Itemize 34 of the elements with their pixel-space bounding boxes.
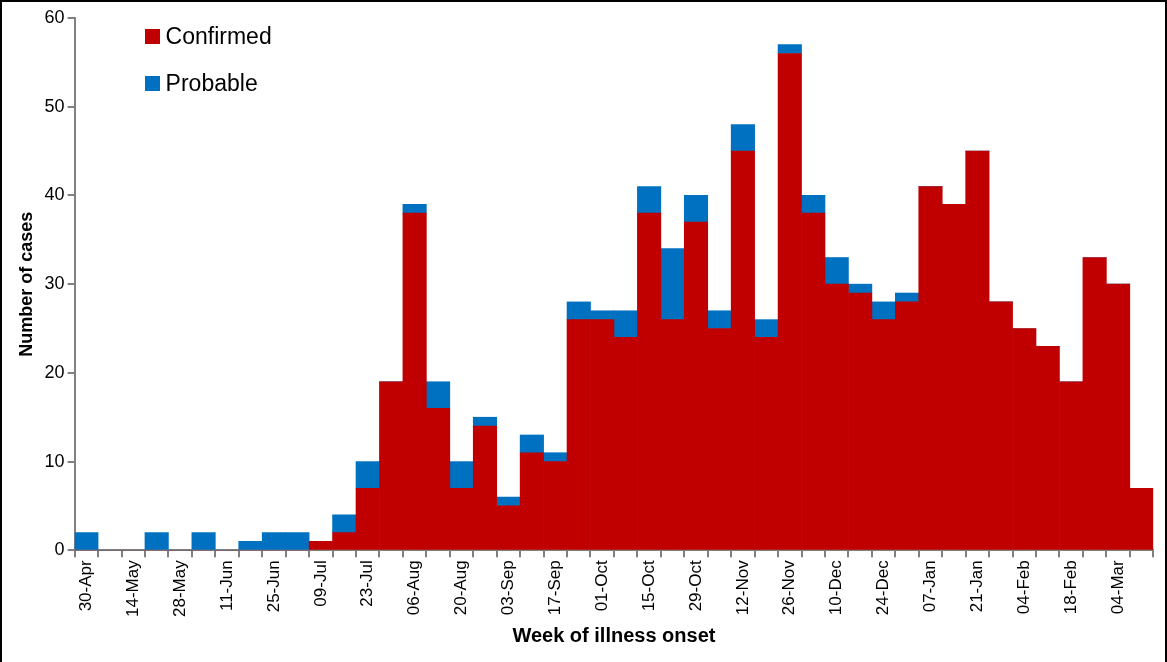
x-tick-label: 18-Feb <box>1060 560 1080 615</box>
x-tick-label: 04-Feb <box>1013 560 1033 615</box>
x-tick-label: 25-Jun <box>263 560 283 613</box>
x-tick-label: 14-May <box>122 559 142 617</box>
y-tick-label: 50 <box>44 95 65 116</box>
x-tick-label: 20-Aug <box>451 560 471 616</box>
x-tick-label: 29-Oct <box>685 560 705 612</box>
x-tick-label: 01-Oct <box>591 560 611 612</box>
y-tick-label: 0 <box>54 539 65 560</box>
x-tick-label: 30-Apr <box>76 559 96 612</box>
x-tick-label: 06-Aug <box>404 560 424 616</box>
x-tick-label: 17-Sep <box>545 560 565 616</box>
legend-label: Confirmed <box>165 23 272 50</box>
y-tick-label: 10 <box>44 450 65 471</box>
legend-label: Probable <box>165 70 258 97</box>
x-tick-label: 12-Nov <box>732 559 752 616</box>
x-tick-label: 07-Jan <box>920 560 940 613</box>
x-tick-label: 04-Mar <box>1107 559 1127 615</box>
y-tick-label: 60 <box>44 6 65 27</box>
y-tick-label: 30 <box>44 273 65 294</box>
x-tick-label: 23-Jul <box>357 560 377 607</box>
x-tick-label: 24-Dec <box>873 559 893 616</box>
x-tick-label: 21-Jan <box>967 560 987 613</box>
x-axis-title: Week of illness onset <box>512 623 716 646</box>
x-tick-label: 15-Oct <box>638 560 658 612</box>
x-tick-label: 03-Sep <box>498 560 518 616</box>
y-tick-label: 20 <box>44 361 65 382</box>
x-tick-label: 10-Dec <box>826 559 846 616</box>
x-tick-label: 09-Jul <box>310 560 330 607</box>
y-tick-label: 40 <box>44 184 65 205</box>
y-axis-title: Number of cases <box>15 211 36 357</box>
x-tick-label: 11-Jun <box>216 560 236 612</box>
x-tick-label: 28-May <box>169 559 189 617</box>
x-tick-label: 26-Nov <box>779 559 799 616</box>
